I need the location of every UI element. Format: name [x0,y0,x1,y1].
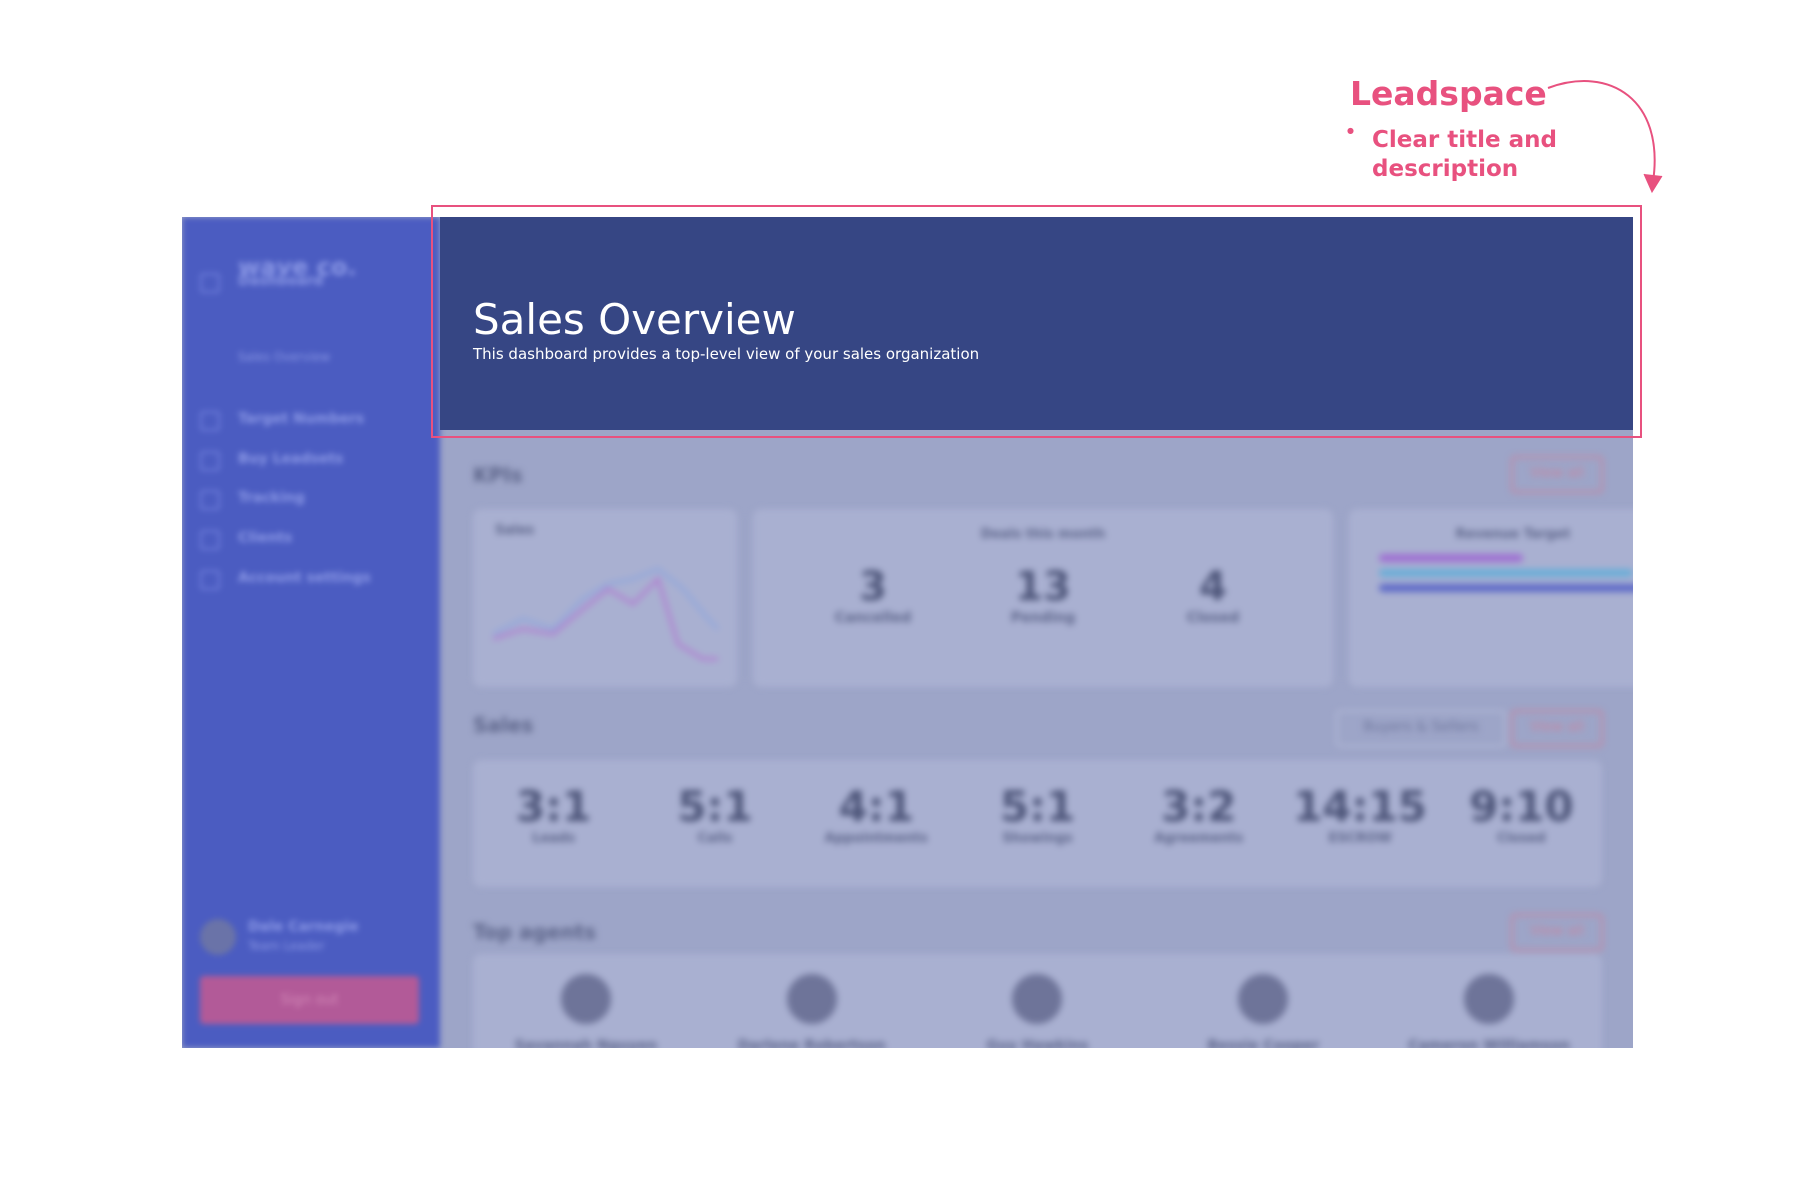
ratio-value: 3:2 [1161,782,1237,831]
deals-card: Deals this month 3 Cancelled 13 Pending 4 Clo… [753,509,1333,687]
logo: wave co. [238,253,357,281]
ratio-label: Closed [1496,831,1546,846]
sidebar: wave co. Dashboard Target Numbers Buy Lead… [182,217,440,1048]
ratio-stat: 3:1 Leads [473,782,634,846]
ratio-label: Appointments [824,831,928,846]
ratio-value: 14:15 [1293,782,1427,831]
card-title-text: Revenue Target [1455,527,1571,542]
ratio-stat: 4:1 Appointments [796,782,957,846]
leadspace: Sales Overview This dashboard provides a… [440,217,1633,430]
line-2023 [493,567,720,636]
agent: Cameron Williamson [1376,974,1602,1048]
chart-title: Sales [495,523,535,538]
user-role: Team Leader [248,939,325,953]
agent: Bessie Cooper [1150,974,1376,1048]
sub-nav-item: Sales Overview [238,350,331,364]
dashboard-body: KPIs View all Sales Deals this month 3 Ca… [440,430,1633,1048]
user-name: Dale Carnegie [248,919,359,935]
agent-avatar [1238,974,1289,1024]
chart-lines [493,567,720,661]
section-title: Sales [473,713,534,737]
agent-name: Guy Hawkins [986,1038,1089,1048]
agents-card: Savannah Nguyen Darlene Robertson Guy Hawk… [473,954,1602,1048]
ratio-label: Showings [1002,831,1073,846]
ratio-value: 4:1 [838,782,914,831]
nav-item: Tracking [238,490,305,506]
ratio-stat: 5:1 Calls [634,782,795,846]
section-title: KPIs [473,463,523,487]
agent-name: Bessie Cooper [1207,1038,1320,1048]
deal-label: Pending [1010,610,1076,626]
deal-stat: 4 Closed [1133,564,1293,626]
nav-icon [200,530,220,550]
nav-item: Target Numbers [238,411,365,427]
nav-item: Buy Leadsets [238,451,344,467]
ratio-stat: 5:1 Showings [957,782,1118,846]
section-title: Top agents [473,920,597,944]
agent-name: Darlene Robertson [737,1038,886,1048]
deal-label: Closed [1186,610,1240,626]
ratio-value: 9:10 [1469,782,1574,831]
agent-avatar [1464,974,1515,1024]
sign-out-button[interactable]: Sign out [200,976,419,1024]
deal-value: 13 [1015,564,1071,610]
nav-item: Dashboard [238,273,324,289]
bar [1379,554,1523,562]
agent-name: Cameron Williamson [1408,1038,1570,1048]
nav-item: Clients [238,530,293,546]
ratio-stat: 14:15 ESCROW [1279,782,1440,846]
bar [1379,584,1633,592]
nav-icon [200,490,220,510]
deal-value: 3 [859,564,887,610]
page-title: Sales Overview [473,295,796,344]
bullet: ● [1347,126,1354,135]
agent-name: Savannah Nguyen [514,1038,658,1048]
line-2022 [493,576,718,661]
highlight-box [431,205,1642,438]
sales-chart-card: Sales [473,509,737,687]
page-description: This dashboard provides a top-level view… [473,345,980,363]
view-all-button[interactable]: View all [1511,914,1603,951]
view-all-button[interactable]: View all [1511,710,1603,747]
bar [1379,569,1633,577]
agent: Darlene Robertson [699,974,925,1048]
card-title: Revenue Target [1349,523,1633,542]
agent: Guy Hawkins [925,974,1151,1048]
nav-icon [200,570,220,590]
ratio-stat: 3:2 Agreements [1118,782,1279,846]
nav-item: Account settings [238,570,371,586]
ratio-label: Leads [532,831,576,846]
ratio-label: Calls [697,831,733,846]
avatar [200,919,236,955]
agent-avatar [1012,974,1063,1024]
ratio-value: 3:1 [516,782,592,831]
annotation-arrow [1547,80,1663,194]
nav-icon [200,411,220,431]
dashboard-screenshot: wave co. Dashboard Target Numbers Buy Lead… [182,217,1633,1048]
deal-stat: 3 Cancelled [793,564,953,626]
ratio-label: Agreements [1154,831,1244,846]
deal-label: Cancelled [834,610,912,626]
annotation-title: Leadspace [1350,74,1547,113]
filter-dropdown[interactable]: Buyers & Sellers [1336,710,1506,747]
deal-value: 4 [1199,564,1227,610]
annotation-text: Clear title and description [1372,127,1557,182]
ratio-value: 5:1 [677,782,753,831]
agent-avatar [560,974,611,1024]
deal-stat: 13 Pending [963,564,1123,626]
card-title-text: Deals this month [980,527,1106,542]
card-title: Deals this month [753,523,1333,542]
ratio-stat: 9:10 Closed [1441,782,1602,846]
revenue-card: Revenue Target [1349,509,1633,687]
nav-icon [200,273,220,293]
ratio-label: ESCROW [1328,831,1392,846]
ratios-card: 3:1 Leads 5:1 Calls 4:1 Appointments 5:1 Showin… [473,760,1602,887]
agent: Savannah Nguyen [473,974,699,1048]
nav-icon [200,451,220,471]
ratio-value: 5:1 [999,782,1076,831]
agent-avatar [786,974,837,1024]
view-all-button[interactable]: View all [1511,456,1603,493]
